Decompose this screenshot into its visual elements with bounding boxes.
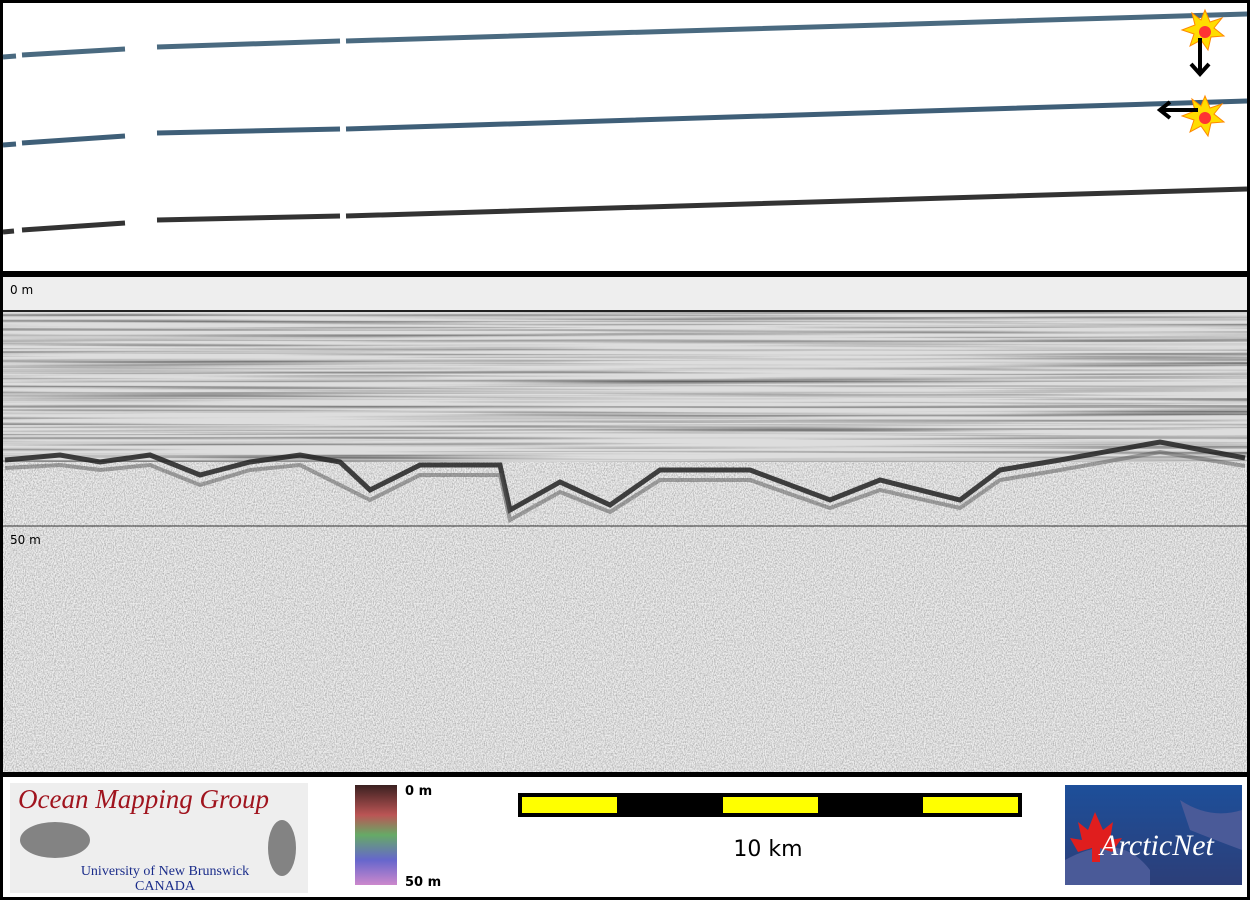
scale-label: 10 km: [733, 837, 802, 862]
ocean-mapping-logo: Ocean Mapping Group University of New Br…: [10, 783, 308, 894]
profile-panel: 0 m 50 m: [3, 277, 1247, 772]
logo-title: Ocean Mapping Group: [18, 784, 269, 814]
colorbar-label: 0 m: [405, 784, 432, 799]
colorbar: 0 m 50 m: [355, 784, 441, 890]
tracklines: [2, 11, 1248, 235]
scale-bar: 10 km: [518, 793, 1022, 862]
trackline: [2, 98, 1248, 148]
depth-label: 0 m: [10, 283, 33, 297]
depth-label: 50 m: [10, 533, 41, 547]
arcticnet-logo: ArcticNet: [1065, 785, 1242, 885]
trackline: [2, 11, 1248, 60]
track-panel: [3, 3, 1247, 271]
trackline: [2, 186, 1248, 235]
logo-title: ArcticNet: [1098, 829, 1215, 862]
logo-text: CANADA: [135, 879, 196, 894]
colorbar-label: 50 m: [405, 875, 441, 890]
position-markers: [1156, 8, 1226, 138]
seafloor-reflector: [4, 439, 1246, 514]
logo-text: University of New Brunswick: [81, 864, 249, 879]
